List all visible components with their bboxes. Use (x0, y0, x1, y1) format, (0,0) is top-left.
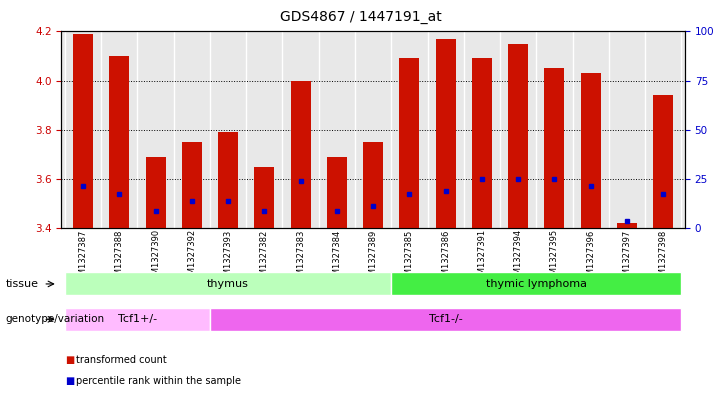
Bar (508, 44, 528, 228)
Bar (65, 272, 392, 296)
Bar (472, 59, 492, 228)
Text: genotype/variation: genotype/variation (6, 314, 105, 324)
Text: Tcf1+/-: Tcf1+/- (118, 314, 157, 324)
Bar (210, 308, 681, 331)
Bar (392, 272, 681, 296)
Text: ■: ■ (65, 376, 74, 386)
Bar (291, 81, 311, 228)
Text: percentile rank within the sample: percentile rank within the sample (76, 376, 241, 386)
Bar (580, 73, 601, 228)
Bar (544, 68, 565, 228)
Bar (110, 56, 129, 228)
Bar (653, 95, 673, 228)
Bar (146, 157, 166, 228)
Bar (327, 157, 347, 228)
Text: tissue: tissue (6, 279, 39, 289)
Text: thymus: thymus (207, 279, 249, 289)
Text: thymic lymphoma: thymic lymphoma (486, 279, 587, 289)
Bar (65, 308, 210, 331)
Text: Tcf1-/-: Tcf1-/- (429, 314, 462, 324)
Bar (218, 132, 238, 228)
Bar (399, 59, 420, 228)
Bar (617, 223, 637, 228)
Bar (435, 39, 456, 228)
Bar (73, 34, 93, 228)
Bar (255, 167, 274, 228)
Text: ■: ■ (65, 354, 74, 365)
Bar (182, 142, 202, 228)
Text: GDS4867 / 1447191_at: GDS4867 / 1447191_at (280, 10, 441, 24)
Bar (363, 142, 383, 228)
Text: transformed count: transformed count (76, 354, 167, 365)
